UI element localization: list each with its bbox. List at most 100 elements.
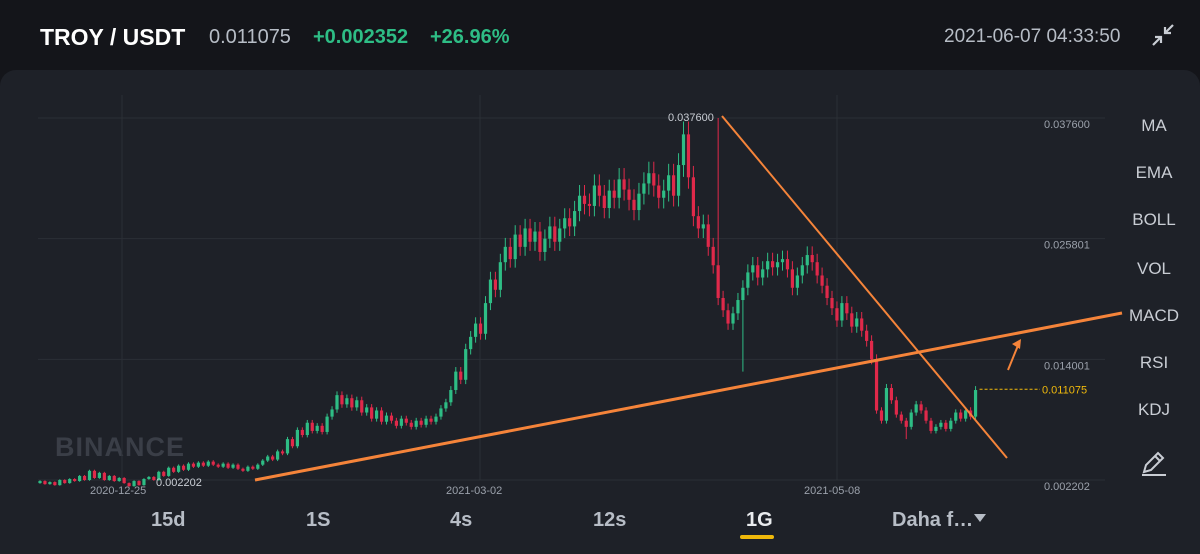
candle-body <box>246 466 250 471</box>
candle-body <box>959 412 963 419</box>
candle-body <box>716 265 720 298</box>
y-tick-label: 0.037600 <box>1044 119 1090 131</box>
active-timeframe-indicator <box>740 535 774 539</box>
high-price-label: 0.037600 <box>668 112 714 124</box>
candle-body <box>756 265 760 278</box>
candle-body <box>884 387 889 421</box>
candle-body <box>48 482 52 485</box>
candle-body <box>785 259 790 270</box>
chart-card <box>0 70 1200 554</box>
x-tick-label: 2021-03-02 <box>446 485 502 497</box>
candle-body <box>464 349 468 380</box>
candle-body <box>736 300 740 314</box>
candle-body <box>152 476 156 481</box>
candle-body <box>691 177 695 217</box>
candle-body <box>721 297 725 311</box>
candle-body <box>379 410 384 422</box>
candle-body <box>602 195 606 208</box>
candle-body <box>771 261 775 268</box>
candle-body <box>860 318 864 331</box>
candle-body <box>162 471 166 476</box>
candle-body <box>355 400 359 408</box>
indicator-boll[interactable]: BOLL <box>1132 210 1176 229</box>
candle-body <box>775 262 780 268</box>
price-change-percent: +26.96% <box>430 26 510 48</box>
candle-body <box>419 420 423 425</box>
candle-body <box>454 371 458 391</box>
indicator-macd[interactable]: MACD <box>1128 306 1180 325</box>
candle-body <box>657 185 661 198</box>
indicator-ema[interactable]: EMA <box>1135 163 1173 182</box>
candle-body <box>523 228 527 247</box>
indicator-vol[interactable]: VOL <box>1136 259 1172 278</box>
candle-body <box>830 297 834 309</box>
candle-body <box>795 275 799 288</box>
candle-series <box>38 118 978 487</box>
candle-body <box>429 418 433 422</box>
timeframe-1g[interactable]: 1G <box>746 509 773 531</box>
low-price-label: 0.002202 <box>156 477 202 489</box>
candle-body <box>330 409 334 417</box>
indicator-ma[interactable]: MA <box>1141 116 1167 135</box>
candle-body <box>726 310 730 324</box>
candle-body <box>345 398 349 405</box>
candle-body <box>478 323 483 334</box>
candle-body <box>196 462 200 467</box>
candle-body <box>73 478 77 482</box>
timeframe-15d[interactable]: 15d <box>151 509 186 531</box>
x-tick-label: 2020-12-25 <box>90 485 146 497</box>
candle-body <box>870 340 874 360</box>
candle-body <box>206 461 210 466</box>
indicator-kdj[interactable]: KDJ <box>1137 400 1171 419</box>
dropdown-caret-icon[interactable] <box>973 513 987 523</box>
candle-body <box>290 439 295 447</box>
candle-body <box>865 330 869 341</box>
candle-body <box>676 165 681 196</box>
candle-body <box>513 234 517 260</box>
candle-body <box>563 218 567 229</box>
candle-body <box>68 478 72 484</box>
candle-body <box>404 418 408 423</box>
candle-body <box>528 228 532 242</box>
candle-body <box>389 415 394 421</box>
pair-title[interactable]: TROY / USDT <box>40 24 186 50</box>
candle-body <box>597 185 601 196</box>
candle-body <box>582 195 587 204</box>
candle-body <box>746 272 750 288</box>
candle-body <box>97 472 101 478</box>
candle-body <box>612 190 616 198</box>
candle-body <box>444 402 448 409</box>
candle-body <box>538 231 542 252</box>
candle-body <box>835 308 839 321</box>
candle-body <box>63 480 67 484</box>
candle-body <box>360 400 364 413</box>
collapse-arrows-icon[interactable] <box>1150 22 1176 48</box>
candle-body <box>919 404 923 411</box>
candle-body <box>295 429 299 447</box>
candle-body <box>216 464 220 467</box>
candle-body <box>241 468 245 471</box>
candle-body <box>414 420 418 427</box>
candle-body <box>543 238 547 252</box>
timeframe-1s[interactable]: 1S <box>306 509 331 531</box>
pencil-draw-icon[interactable] <box>1140 450 1168 476</box>
support-trendline <box>254 311 1123 482</box>
candle-body <box>553 226 557 242</box>
timeframe-12s[interactable]: 12s <box>593 509 627 531</box>
candle-body <box>226 463 230 468</box>
candle-body <box>686 134 691 178</box>
candle-body <box>681 134 686 166</box>
candle-body <box>449 390 453 403</box>
candle-body <box>894 400 898 415</box>
timeframe-4s[interactable]: 4s <box>450 509 473 531</box>
indicator-rsi[interactable]: RSI <box>1139 353 1169 372</box>
timeframe-more[interactable]: Daha f… <box>892 509 974 531</box>
candle-body <box>632 199 636 211</box>
candle-body <box>577 195 582 212</box>
candle-body <box>236 464 240 469</box>
candle-body <box>850 313 854 327</box>
candle-body <box>167 467 171 476</box>
candle-body <box>340 395 344 405</box>
candle-body <box>973 390 978 417</box>
